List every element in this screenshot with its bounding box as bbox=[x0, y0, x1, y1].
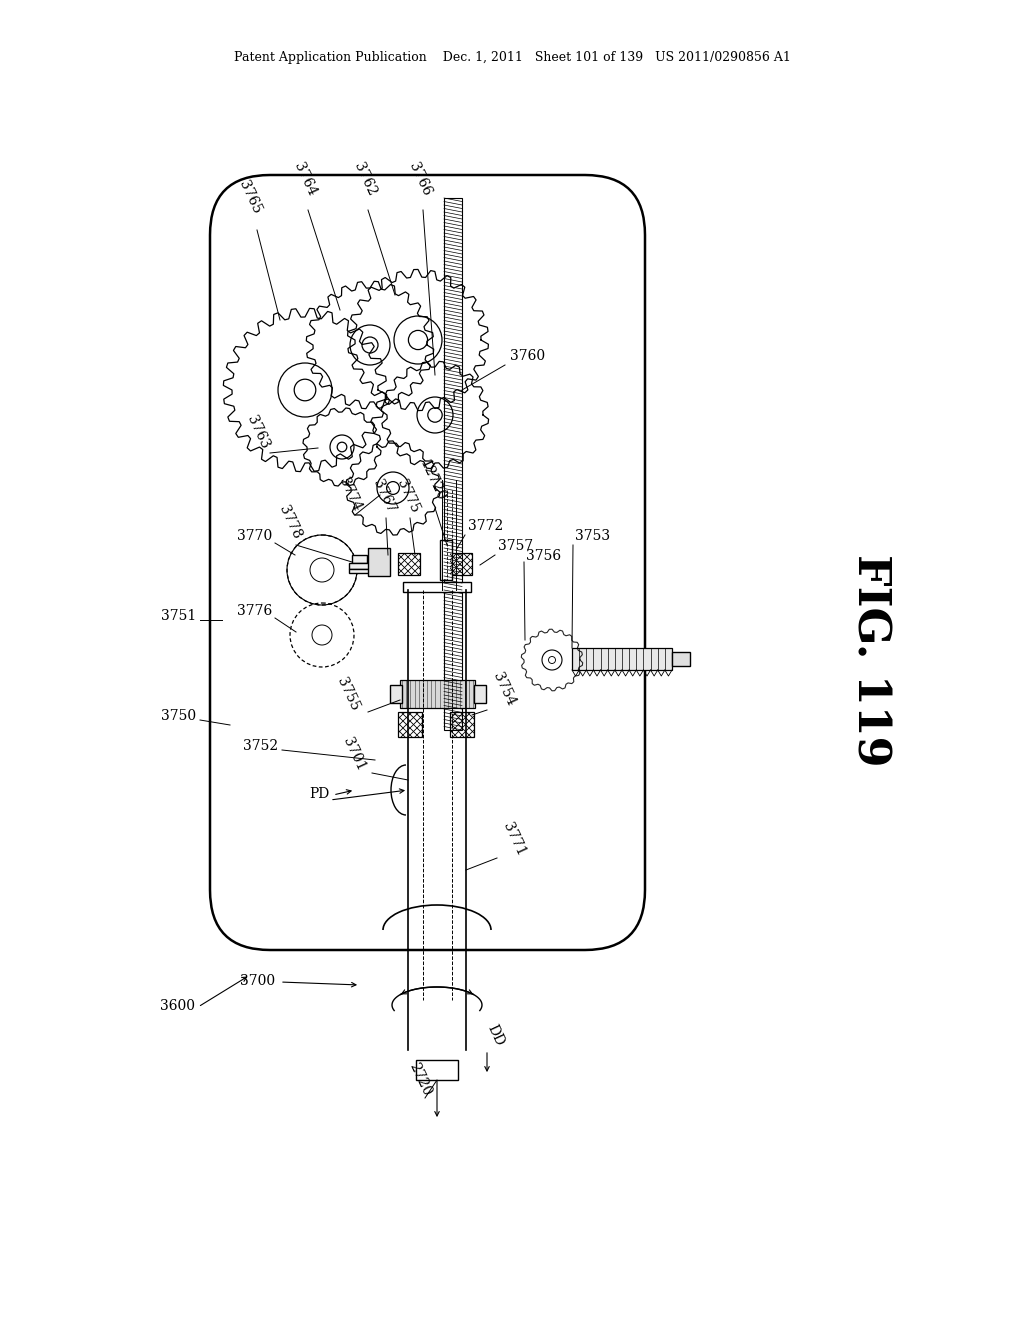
Bar bbox=[416, 1060, 458, 1080]
Text: 3754: 3754 bbox=[490, 671, 517, 708]
Bar bbox=[349, 564, 369, 569]
Text: Patent Application Publication    Dec. 1, 2011   Sheet 101 of 139   US 2011/0290: Patent Application Publication Dec. 1, 2… bbox=[233, 51, 791, 65]
Bar bbox=[572, 648, 672, 671]
Text: 3771: 3771 bbox=[500, 820, 527, 858]
Text: 3763: 3763 bbox=[245, 413, 271, 451]
Bar bbox=[398, 553, 420, 576]
Bar bbox=[450, 711, 474, 737]
Bar bbox=[450, 553, 472, 576]
Text: DD: DD bbox=[485, 1022, 507, 1048]
Bar bbox=[352, 554, 367, 564]
Text: 3750: 3750 bbox=[161, 709, 196, 723]
Bar bbox=[403, 582, 471, 591]
Bar bbox=[390, 685, 402, 704]
Text: 3755: 3755 bbox=[335, 676, 362, 713]
Text: 3775: 3775 bbox=[394, 477, 422, 515]
Text: 3765: 3765 bbox=[237, 178, 264, 216]
Bar bbox=[440, 540, 452, 579]
Text: PD: PD bbox=[309, 787, 330, 801]
Text: 3774: 3774 bbox=[336, 475, 364, 513]
Text: 3766: 3766 bbox=[407, 160, 434, 198]
Text: 3600: 3600 bbox=[160, 999, 195, 1012]
Text: 12720: 12720 bbox=[417, 457, 447, 503]
Text: 3753: 3753 bbox=[575, 529, 610, 543]
Bar bbox=[398, 711, 422, 737]
Text: 3770: 3770 bbox=[237, 529, 272, 543]
Text: FIG. 119: FIG. 119 bbox=[849, 554, 892, 766]
Text: 3767: 3767 bbox=[371, 477, 397, 515]
Text: 3776: 3776 bbox=[237, 605, 272, 618]
Bar bbox=[474, 685, 486, 704]
Text: 3778: 3778 bbox=[276, 503, 304, 541]
Text: 3772: 3772 bbox=[468, 519, 503, 533]
Bar bbox=[400, 680, 475, 708]
Text: 3751: 3751 bbox=[161, 609, 196, 623]
FancyBboxPatch shape bbox=[210, 176, 645, 950]
Bar bbox=[444, 198, 462, 730]
Text: 3757: 3757 bbox=[498, 539, 534, 553]
Text: 3756: 3756 bbox=[526, 549, 561, 564]
Text: 2720: 2720 bbox=[407, 1060, 434, 1098]
Text: 3760: 3760 bbox=[510, 348, 545, 363]
Text: 3752: 3752 bbox=[243, 739, 278, 752]
Text: 3701: 3701 bbox=[340, 735, 368, 774]
Bar bbox=[672, 652, 690, 667]
Bar bbox=[349, 569, 369, 573]
Text: 3700: 3700 bbox=[240, 974, 275, 987]
Bar bbox=[368, 548, 390, 576]
Text: 3762: 3762 bbox=[351, 160, 379, 198]
Text: 3764: 3764 bbox=[291, 160, 318, 198]
